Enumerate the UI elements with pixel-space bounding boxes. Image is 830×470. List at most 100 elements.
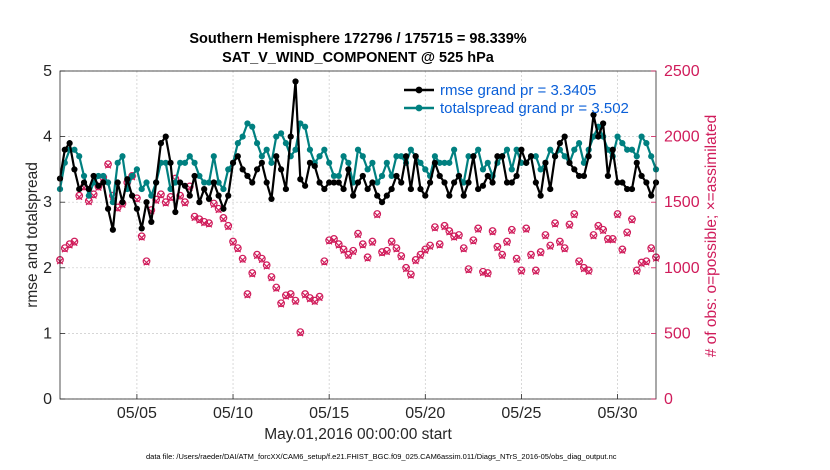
rmse-point — [455, 172, 463, 180]
rmse-point — [513, 172, 520, 180]
obs-assimilated-point — [273, 285, 280, 293]
rmse-point — [484, 172, 491, 180]
totalspread-point — [508, 166, 515, 173]
obs-assimilated-point — [277, 301, 285, 308]
obs-assimilated-point — [484, 271, 491, 278]
obs-possible-point — [642, 257, 651, 266]
obs-assimilated-point — [398, 254, 405, 261]
totalspread-point — [619, 140, 626, 147]
rmse-point — [595, 133, 602, 140]
totalspread-point — [80, 172, 88, 180]
totalspread-point — [388, 172, 395, 180]
rmse-point — [619, 179, 626, 186]
totalspread-point — [263, 146, 270, 153]
rmse-point — [436, 172, 443, 180]
obs-possible-point — [575, 257, 583, 266]
obs-assimilated-point — [143, 259, 150, 266]
totalspread-point — [345, 159, 352, 166]
totalspread-point — [321, 146, 328, 153]
obs-assimilated-point — [325, 238, 333, 245]
obs-assimilated-point — [374, 212, 381, 219]
totalspread-point — [359, 153, 366, 160]
obs-assimilated-point — [258, 256, 266, 264]
obs-possible-point — [176, 191, 185, 200]
totalspread-point — [561, 153, 568, 160]
rmse-point — [537, 192, 544, 199]
rmse-point — [335, 179, 342, 186]
obs-assimilated-point — [369, 239, 376, 247]
totalspread-point — [210, 153, 217, 160]
obs-assimilated-point — [647, 246, 655, 253]
rmse-point — [374, 192, 381, 199]
rmse-point — [345, 166, 352, 173]
rmse-point — [172, 208, 179, 216]
rmse-point — [350, 192, 357, 199]
obs-assimilated-point — [66, 242, 73, 249]
totalspread-point — [100, 172, 107, 180]
rmse-point — [153, 179, 160, 186]
obs-assimilated-point — [412, 258, 419, 265]
obs-assimilated-point — [513, 256, 520, 264]
legend-spread-marker — [415, 104, 423, 112]
rmse-point — [311, 163, 318, 170]
obs-assimilated-point — [297, 330, 304, 337]
rmse-point — [470, 153, 477, 160]
obs-possible-point — [541, 231, 550, 239]
rmse-point — [580, 172, 588, 180]
totalspread-point — [503, 146, 511, 153]
x-axis-label: May.01,2016 00:00:00 start — [264, 426, 452, 443]
obs-possible-point — [555, 237, 564, 246]
rmse-point — [133, 205, 141, 212]
obs-possible-point — [354, 229, 362, 238]
rmse-point — [306, 159, 314, 166]
obs-assimilated-point — [609, 237, 616, 244]
rmse-point — [326, 179, 333, 186]
tick-label-x: 05/20 — [405, 405, 445, 422]
totalspread-point — [128, 172, 136, 180]
obs-assimilated-point — [604, 237, 612, 244]
totalspread-point — [181, 159, 189, 166]
obs-assimilated-point — [205, 221, 213, 228]
legend: rmse grand pr = 3.3405 totalspread grand… — [404, 82, 629, 117]
rmse-point — [330, 179, 338, 186]
obs-assimilated-point — [229, 239, 237, 247]
x-axis-ticks: 05/05 05/10 05/15 05/20 05/25 05/30 — [117, 394, 638, 422]
obs-possible-point — [253, 250, 261, 259]
tick-label-right: 1500 — [664, 194, 700, 211]
rmse-point — [479, 182, 487, 189]
obs-possible-point — [551, 219, 559, 228]
obs-possible-point — [416, 250, 425, 259]
obs-possible-point — [378, 248, 386, 256]
rmse-point — [388, 185, 395, 193]
obs-assimilated-point — [311, 298, 318, 306]
obs-assimilated-point — [542, 233, 549, 240]
rmse-point — [249, 179, 256, 186]
obs-possible-point — [277, 299, 285, 308]
tick-label-right: 0 — [664, 391, 673, 408]
rmse-point — [186, 192, 193, 199]
obs-possible-point — [142, 257, 151, 266]
rmse-point — [234, 153, 241, 160]
totalspread-point — [441, 159, 448, 166]
obs-possible-point — [344, 250, 353, 259]
rmse-point — [85, 185, 92, 193]
totalspread-point — [104, 179, 112, 186]
obs-possible-point — [479, 267, 487, 276]
obs-possible-point — [267, 273, 276, 281]
totalspread-point — [326, 159, 333, 166]
chart-title-line2: SAT_V_WIND_COMPONENT @ 525 hPa — [222, 50, 495, 66]
obs-possible-point — [450, 232, 459, 241]
obs-assimilated-point — [470, 238, 477, 245]
obs-possible-point — [301, 290, 310, 298]
totalspread-point — [475, 146, 482, 153]
totalspread-point — [85, 192, 92, 199]
tick-label-left: 4 — [43, 129, 52, 146]
obs-possible-point — [368, 237, 377, 246]
obs-assimilated-point — [138, 234, 145, 241]
obs-assimilated-point — [460, 246, 467, 253]
obs-possible-point — [181, 198, 189, 207]
obs-assimilated-point — [345, 252, 352, 260]
rmse-point — [282, 185, 290, 193]
obs-possible-point — [426, 241, 434, 250]
